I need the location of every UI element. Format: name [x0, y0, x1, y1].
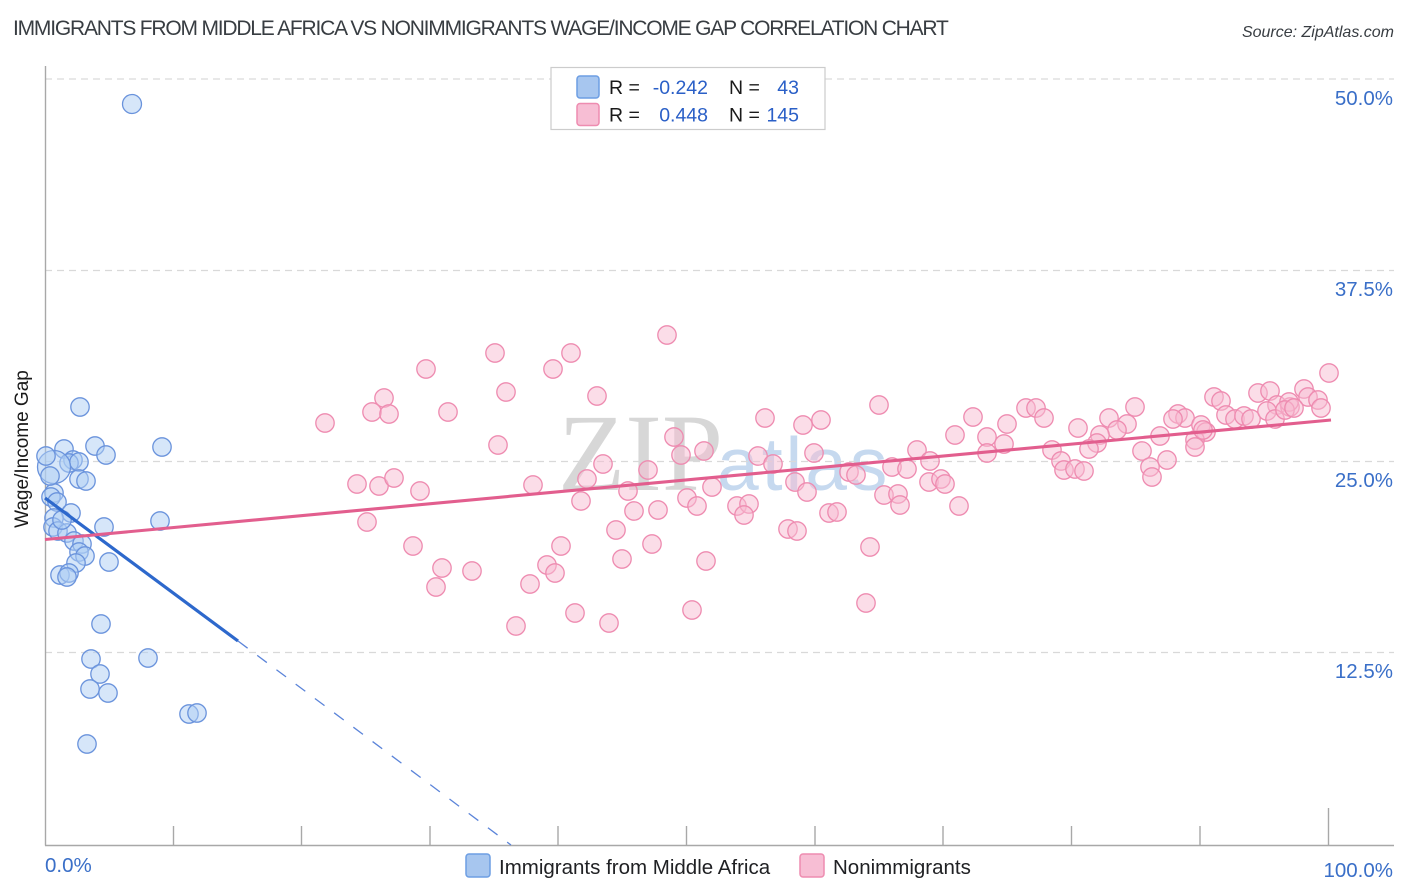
- svg-text:37.5%: 37.5%: [1335, 278, 1393, 301]
- svg-text:12.5%: 12.5%: [1335, 660, 1393, 683]
- svg-text:N =: N =: [729, 77, 760, 99]
- svg-text:0.448: 0.448: [659, 105, 708, 127]
- svg-text:50.0%: 50.0%: [1335, 87, 1393, 110]
- svg-text:Wage/Income Gap: Wage/Income Gap: [12, 370, 33, 528]
- svg-text:-0.242: -0.242: [653, 77, 708, 99]
- svg-text:Nonimmigrants: Nonimmigrants: [833, 856, 971, 879]
- svg-text:0.0%: 0.0%: [45, 854, 92, 877]
- svg-text:145: 145: [766, 105, 799, 127]
- svg-text:R =: R =: [609, 105, 640, 127]
- svg-text:R =: R =: [609, 77, 640, 99]
- svg-text:Immigrants from Middle Africa: Immigrants from Middle Africa: [499, 856, 771, 879]
- svg-text:25.0%: 25.0%: [1335, 469, 1393, 492]
- svg-text:100.0%: 100.0%: [1323, 859, 1393, 882]
- svg-text:43: 43: [777, 77, 799, 99]
- svg-text:N =: N =: [729, 105, 760, 127]
